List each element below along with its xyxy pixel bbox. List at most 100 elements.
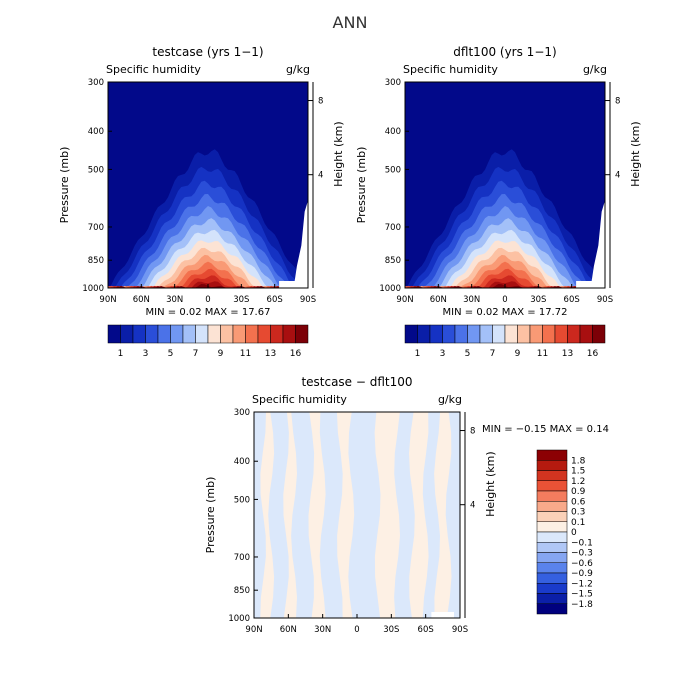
x-tick-label: 30S (233, 295, 249, 305)
colorbar-swatch (245, 324, 259, 344)
colorbar-swatch (554, 324, 568, 344)
x-tick-label: 60N (280, 625, 297, 635)
colorbar-swatch (157, 324, 171, 344)
colorbar-swatch (529, 324, 543, 344)
colorbar-swatch (579, 324, 593, 344)
contour-level-14 (405, 275, 605, 288)
diff-positive-region (434, 412, 452, 618)
y-right-axis-label: Height (km) (332, 121, 345, 187)
panel-variable-label: Specific humidity (252, 393, 347, 406)
colorbar-swatch (257, 324, 271, 344)
contour-level-14 (108, 275, 308, 288)
colorbar-swatch (120, 324, 134, 344)
y-right-axis-label: Height (km) (629, 121, 642, 187)
y-tick-label: 700 (385, 223, 401, 233)
y-tick-label: 500 (234, 495, 250, 505)
y-right-tick-label: 8 (615, 97, 620, 107)
colorbar-label: 16 (290, 349, 302, 359)
y-tick-label: 700 (88, 223, 104, 233)
colorbar-swatch (536, 593, 568, 604)
colorbar-swatch (417, 324, 431, 344)
panel-variable-label: Specific humidity (403, 63, 498, 76)
x-tick-label: 90S (300, 295, 316, 305)
colorbar-swatch (107, 324, 121, 344)
colorbar-swatch (479, 324, 493, 344)
x-tick-label: 0 (502, 295, 507, 305)
y-tick-label: 300 (385, 78, 401, 88)
colorbar-label: 0.1 (571, 518, 585, 528)
x-tick-label: 60N (133, 295, 150, 305)
diff-positive-region (336, 412, 355, 618)
y-tick-label: 500 (88, 165, 104, 175)
colorbar-swatch (282, 324, 296, 344)
panel-title: testcase (yrs 1−1) (152, 45, 263, 59)
colorbar-swatch (536, 511, 568, 522)
y-tick-label: 300 (234, 408, 250, 418)
x-tick-label: 90S (452, 625, 468, 635)
colorbar-label: 13 (562, 349, 573, 359)
y-tick-label: 1000 (379, 284, 401, 294)
colorbar-label: 9 (218, 349, 224, 359)
colorbar-swatch (517, 324, 531, 344)
colorbar-label: −0.3 (571, 549, 593, 559)
colorbar-swatch (536, 572, 568, 584)
stats-label: MIN = 0.02 MAX = 17.67 (146, 307, 271, 318)
colorbar-swatch (542, 324, 556, 344)
missing-data-mask (431, 612, 454, 618)
colorbar-swatch (429, 324, 443, 344)
x-tick-label: 90N (99, 295, 116, 305)
y-axis-label: Pressure (mb) (58, 147, 71, 224)
colorbar-swatch (295, 324, 309, 344)
colorbar-label: 3 (440, 349, 446, 359)
y-tick-label: 400 (88, 127, 104, 137)
colorbar-swatch (492, 324, 506, 344)
colorbar-label: −0.9 (571, 569, 593, 579)
x-tick-label: 60S (564, 295, 580, 305)
y-right-tick-label: 4 (318, 171, 323, 181)
colorbar-swatch (536, 531, 568, 543)
panel-variable-label: Specific humidity (106, 63, 201, 76)
x-tick-label: 30N (166, 295, 183, 305)
panel-dflt100: dflt100 (yrs 1−1)Specific humidity g/kg30… (355, 45, 642, 359)
colorbar-label: 1.8 (571, 456, 586, 466)
panel-title: dflt100 (yrs 1−1) (453, 45, 556, 59)
y-tick-label: 700 (234, 553, 250, 563)
colorbar-label: 7 (490, 349, 496, 359)
panel-difference: testcase − dflt100 Specific humidity g/kg 3… (204, 375, 609, 635)
panel-units-label: g/kg (438, 393, 462, 406)
colorbar-swatch (567, 324, 581, 344)
colorbar-swatch (145, 324, 159, 344)
y-right-tick-label: 4 (470, 501, 475, 511)
colorbar-label: −0.1 (571, 538, 593, 548)
colorbar-swatch (270, 324, 284, 344)
colorbar-swatch (536, 552, 568, 563)
colorbar-swatch (536, 490, 568, 502)
colorbar-swatch (536, 562, 568, 574)
x-tick-label: 90N (245, 625, 262, 635)
colorbar-label: 1 (415, 349, 421, 359)
colorbar-swatch (536, 542, 568, 553)
y-right-tick-label: 8 (470, 427, 475, 437)
x-tick-label: 90S (597, 295, 613, 305)
panel-units-label: g/kg (583, 63, 607, 76)
colorbar-label: 5 (168, 349, 174, 359)
colorbar-swatch (232, 324, 246, 344)
diff-positive-region (308, 412, 326, 618)
colorbar-swatch (182, 324, 196, 344)
x-tick-label: 30N (463, 295, 480, 305)
panel-testcase: testcase (yrs 1−1) Specific humidity g/kg 3… (58, 45, 345, 359)
colorbar-label: 0.9 (571, 487, 586, 497)
colorbar-label: −1.8 (571, 600, 593, 610)
colorbar-label: −1.5 (571, 590, 593, 600)
colorbar-label: 13 (265, 349, 276, 359)
y-tick-label: 400 (385, 127, 401, 137)
x-tick-label: 60S (267, 295, 283, 305)
y-axis-label: Pressure (mb) (355, 147, 368, 224)
colorbar-label: −1.2 (571, 579, 593, 589)
panel-title: testcase − dflt100 (301, 375, 412, 389)
diff-positive-region (283, 412, 297, 618)
colorbar-swatch (536, 480, 568, 492)
x-tick-label: 30N (314, 625, 331, 635)
y-tick-label: 1000 (82, 284, 104, 294)
